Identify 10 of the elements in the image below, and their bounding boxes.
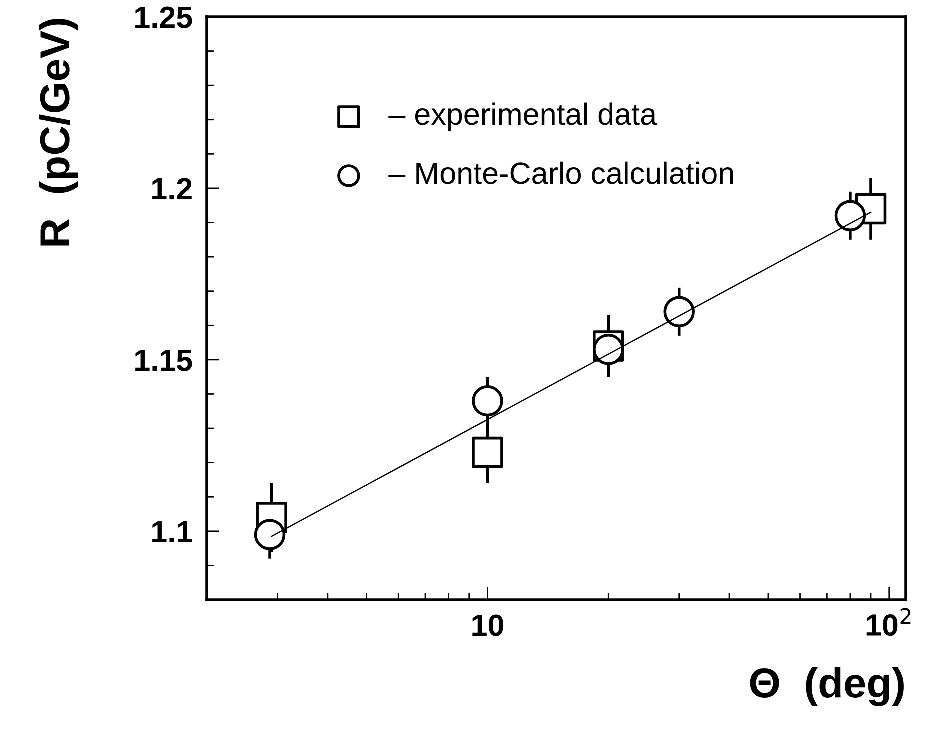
y-tick-label: 1.15	[136, 350, 192, 372]
y-tick-label: 1.1	[152, 521, 192, 542]
y-tick-label: 1.25	[136, 6, 192, 28]
y-axis-title: R (pC/GeV)	[39, 19, 78, 246]
x-axis-title: Θ (deg)	[750, 667, 904, 706]
legend-label: – experimental data	[388, 102, 658, 132]
legend-label: – Monte-Carlo calculation	[388, 162, 734, 184]
y-tick-label: 1.2	[152, 178, 192, 200]
x-tick-label: 10	[472, 614, 504, 636]
x-tick-label: 10$^{2}$	[866, 608, 911, 636]
